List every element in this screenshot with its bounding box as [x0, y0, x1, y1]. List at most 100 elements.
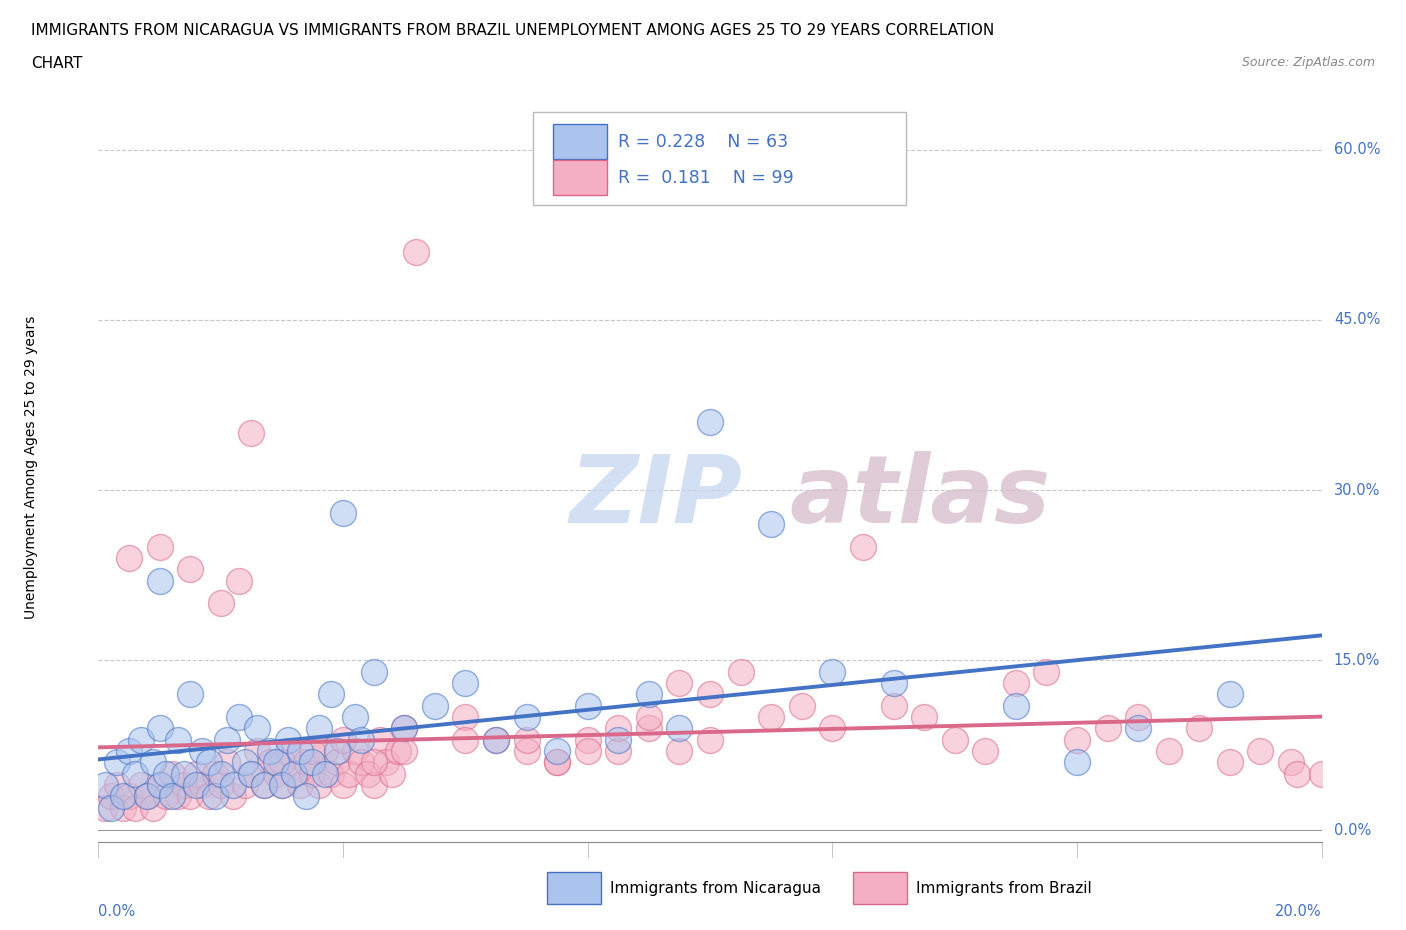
Point [129, 732, 152, 747]
Point [637, 710, 661, 724]
Point [118, 743, 141, 758]
Point [142, 755, 165, 770]
Point [173, 766, 195, 781]
Point [454, 675, 477, 690]
Point [668, 675, 690, 690]
Point [264, 766, 287, 781]
Point [129, 777, 152, 792]
Point [363, 664, 385, 679]
Point [215, 755, 238, 770]
Point [105, 755, 128, 770]
Point [100, 800, 122, 815]
Point [295, 755, 318, 770]
Point [387, 743, 409, 758]
Point [111, 789, 134, 804]
Point [337, 766, 360, 781]
Point [290, 743, 312, 758]
Point [974, 743, 997, 758]
Point [546, 743, 568, 758]
Point [1188, 721, 1211, 736]
Point [155, 789, 177, 804]
Point [332, 732, 354, 747]
Point [277, 743, 299, 758]
Point [118, 789, 141, 804]
Point [730, 664, 752, 679]
Point [319, 766, 342, 781]
Point [576, 743, 599, 758]
Text: ZIP: ZIP [569, 451, 742, 543]
Point [852, 539, 875, 554]
Point [363, 777, 385, 792]
Point [344, 743, 367, 758]
Point [332, 777, 354, 792]
Point [149, 777, 172, 792]
Point [240, 766, 263, 781]
Point [204, 789, 226, 804]
Text: 20.0%: 20.0% [1275, 904, 1322, 919]
Point [637, 686, 661, 701]
Point [392, 721, 416, 736]
Point [186, 766, 208, 781]
Point [392, 721, 416, 736]
Point [1097, 721, 1119, 736]
Point [191, 743, 214, 758]
Point [259, 743, 281, 758]
Point [1157, 743, 1180, 758]
Text: Immigrants from Nicaragua: Immigrants from Nicaragua [610, 881, 821, 896]
Point [1035, 664, 1057, 679]
Point [105, 777, 128, 792]
Point [1219, 755, 1241, 770]
Point [516, 732, 538, 747]
Point [191, 777, 214, 792]
Point [607, 732, 630, 747]
Point [240, 426, 263, 441]
Point [149, 777, 172, 792]
Point [607, 743, 630, 758]
Point [173, 777, 195, 792]
Text: 60.0%: 60.0% [1334, 142, 1381, 157]
Text: R =  0.181    N = 99: R = 0.181 N = 99 [619, 168, 794, 187]
Point [699, 732, 721, 747]
Point [326, 743, 349, 758]
Point [1219, 686, 1241, 701]
Text: 45.0%: 45.0% [1334, 312, 1381, 327]
Point [100, 789, 122, 804]
Point [246, 721, 269, 736]
Point [111, 800, 134, 815]
Point [270, 755, 292, 770]
FancyBboxPatch shape [533, 112, 905, 206]
Point [516, 710, 538, 724]
Point [149, 721, 172, 736]
Point [883, 698, 905, 713]
Point [759, 710, 782, 724]
Point [290, 777, 312, 792]
Point [270, 777, 292, 792]
Point [668, 743, 690, 758]
Point [136, 789, 159, 804]
Point [246, 743, 269, 758]
Point [228, 573, 250, 588]
Point [790, 698, 813, 713]
Point [368, 732, 391, 747]
Point [277, 732, 299, 747]
Point [118, 551, 141, 565]
Point [1066, 755, 1088, 770]
Point [1249, 743, 1271, 758]
Point [699, 686, 721, 701]
Point [392, 743, 416, 758]
Point [142, 800, 165, 815]
Point [319, 686, 342, 701]
Point [149, 539, 172, 554]
Point [179, 686, 201, 701]
Point [485, 732, 508, 747]
Point [93, 800, 115, 815]
Point [222, 777, 245, 792]
Point [179, 789, 201, 804]
Point [252, 777, 274, 792]
Point [668, 721, 690, 736]
Point [381, 766, 404, 781]
Text: atlas: atlas [790, 451, 1050, 543]
Point [308, 721, 330, 736]
Point [883, 675, 905, 690]
Point [283, 766, 305, 781]
